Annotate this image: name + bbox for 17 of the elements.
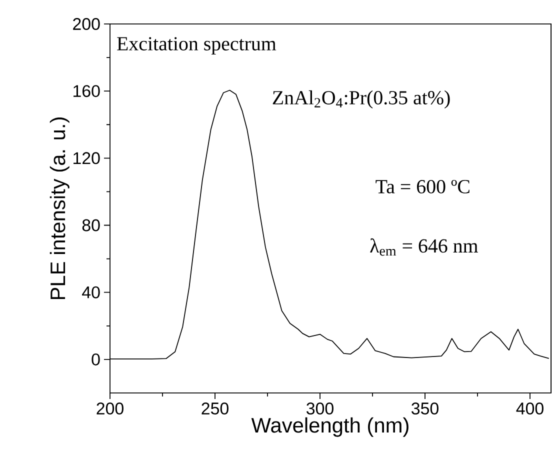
y-tick-label: 80 [82, 219, 100, 232]
y-tick-label: 120 [74, 152, 100, 164]
annotation: Ta = 600 ºC [376, 180, 470, 194]
x-tick-label: 400 [516, 402, 544, 414]
annotation: λ$_{em}$ = 646 nm [370, 238, 478, 256]
annotation: ZnAl$_{2}$O$_{4}$:Pr(0.35 at%) [272, 90, 450, 108]
x-tick-label: 350 [412, 402, 438, 414]
x-tick-label: 300 [306, 402, 334, 414]
x-tick-label: 200 [96, 402, 124, 414]
y-tick-label: 200 [73, 18, 100, 30]
y-tick-label: 40 [82, 286, 100, 298]
annotation: Excitation spectrum [117, 37, 276, 54]
x-axis-title: Wavelength (nm) [251, 417, 408, 437]
y-tick-label: 0 [92, 353, 100, 366]
y-axis-title: PLE intensity (a. u.) [50, 118, 70, 300]
x-tick-label: 250 [202, 402, 228, 414]
y-tick-label: 160 [74, 85, 100, 98]
